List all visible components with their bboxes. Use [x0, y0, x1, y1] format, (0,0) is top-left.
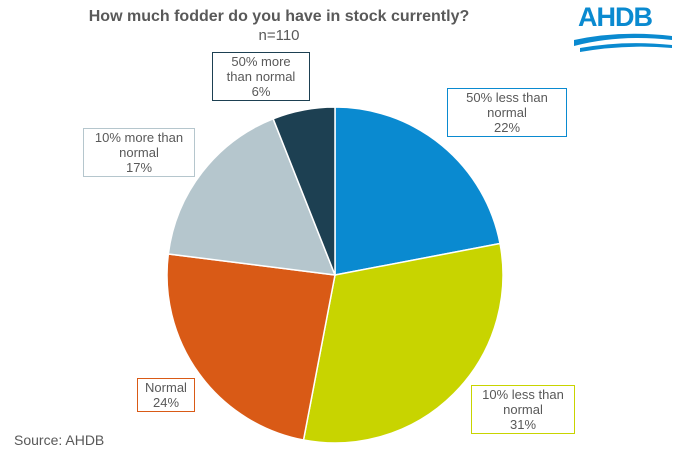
category-label: 10% less than normal [482, 387, 564, 417]
data-label: 50% less than normal 22% [447, 88, 567, 137]
category-label: Normal [145, 380, 187, 395]
data-label: 50% more than normal 6% [212, 52, 310, 101]
logo-swoosh [574, 33, 672, 46]
value-label: 24% [152, 395, 180, 410]
logo-swoosh [580, 43, 672, 52]
data-label: 10% more than normal 17% [83, 128, 195, 177]
pie-slice [272, 106, 336, 276]
logo: AHDB [578, 2, 653, 32]
data-label: Normal 24% [137, 378, 195, 412]
category-label: 50% less than normal [466, 90, 548, 120]
pie-slice [334, 106, 501, 276]
pie-slice [166, 253, 336, 441]
pie-slice [167, 117, 337, 276]
category-label: 50% more than normal [226, 54, 296, 84]
category-label: 10% more than normal [94, 130, 184, 160]
pie-slice [302, 242, 504, 444]
value-label: 31% [509, 417, 537, 432]
value-label: 17% [125, 160, 153, 175]
source: Source: AHDB [14, 432, 105, 448]
value-label: 22% [493, 120, 521, 135]
chart-title: How much fodder do you have in stock cur… [88, 8, 470, 25]
chart-subtitle: n=110 [258, 27, 300, 44]
value-label: 6% [251, 84, 271, 99]
data-label: 10% less than normal 31% [471, 385, 575, 434]
